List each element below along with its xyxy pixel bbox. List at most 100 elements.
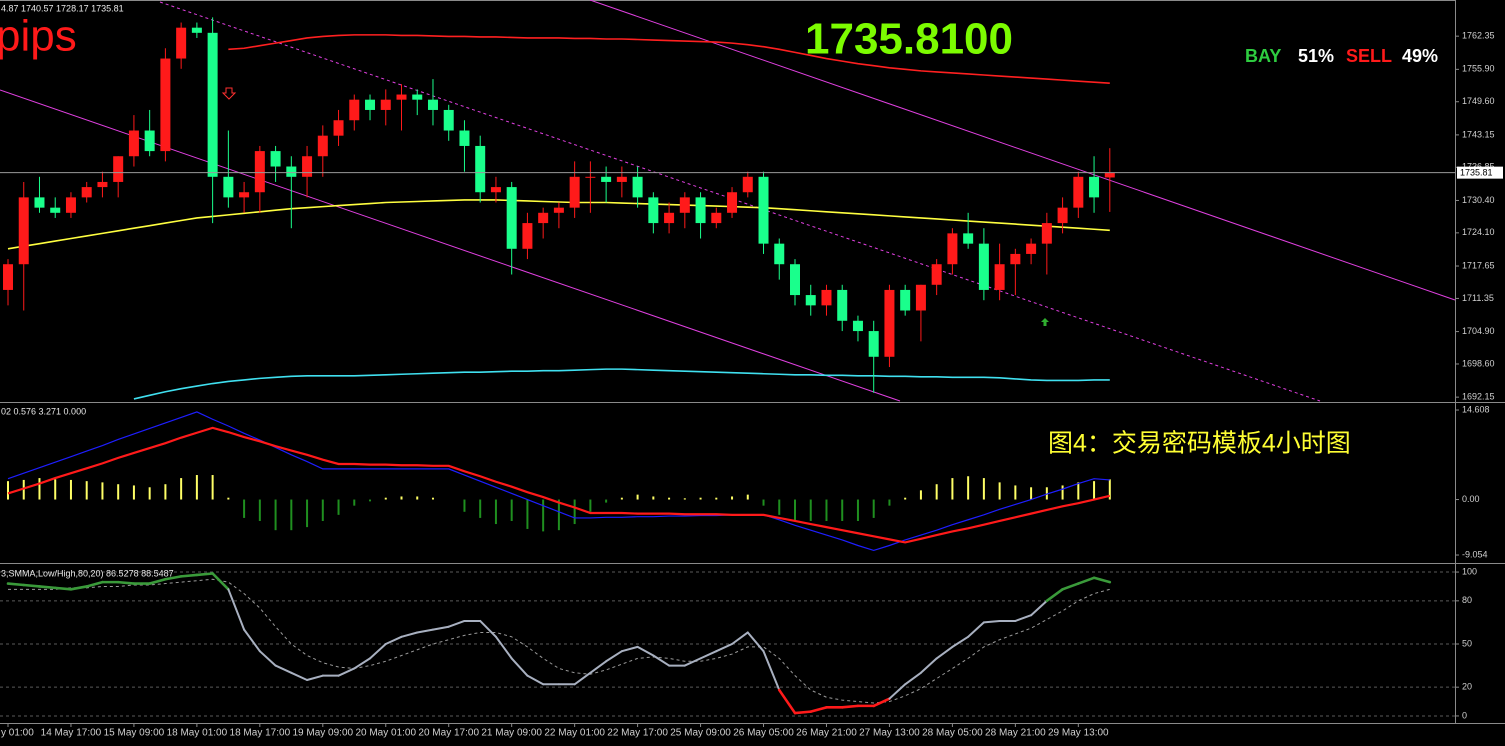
y-tick-label: 100 — [1462, 566, 1477, 576]
oscillator-segment — [447, 619, 466, 628]
y-tick-label: 1743.15 — [1462, 129, 1495, 139]
candle-body — [664, 212, 675, 224]
candle-body — [333, 120, 344, 136]
oscillator-segment — [935, 645, 954, 660]
oscillator-segment — [1061, 582, 1080, 591]
candle-body — [254, 151, 265, 193]
ohlc-header: 4.87 1740.57 1728.17 1735.81 — [1, 3, 124, 13]
y-tick-label: 1730.40 — [1462, 195, 1495, 205]
oscillator-segment — [762, 650, 781, 692]
oscillator-segment — [148, 577, 167, 585]
x-tick-label: 19 May 09:00 — [292, 728, 353, 739]
candle-body — [207, 32, 218, 177]
oscillator-segment — [967, 621, 985, 638]
candle-body — [852, 320, 863, 332]
x-tick-label: 18 May 17:00 — [230, 728, 291, 739]
oscillator-segment — [589, 660, 608, 674]
moving-average — [228, 34, 1110, 85]
y-tick-label: 1762.35 — [1462, 31, 1495, 41]
buy-arrow — [1041, 318, 1049, 326]
oscillator-segment — [431, 625, 450, 631]
candle-body — [396, 94, 407, 100]
macd-header: 02 0.576 3.271 0.000 — [1, 406, 86, 416]
candle-body — [50, 207, 61, 213]
x-tick-label: 18 May 01:00 — [167, 728, 228, 739]
oscillator-segment — [227, 588, 246, 631]
figure-caption: 图4：交易密码模板4小时图 — [1048, 430, 1351, 458]
sell-arrow — [221, 87, 237, 100]
candle-body — [113, 156, 124, 182]
oscillator-segment — [1030, 599, 1048, 617]
candle-body — [380, 99, 391, 110]
oscillator-segment — [904, 671, 922, 686]
x-tick-label: 28 May 21:00 — [985, 728, 1046, 739]
oscillator-segment — [1092, 576, 1112, 584]
candle-body — [1073, 176, 1084, 208]
candle-body — [868, 331, 879, 357]
candle-body — [790, 264, 800, 296]
sell-percent: 49% — [1402, 46, 1438, 66]
oscillator-segment — [369, 643, 387, 660]
candle-body — [727, 192, 738, 213]
candle-body — [475, 145, 486, 193]
candle-body — [1104, 172, 1115, 178]
candle-body — [302, 156, 313, 177]
oscillator-segment — [605, 650, 623, 663]
y-tick-label: 1724.10 — [1462, 227, 1495, 237]
candle-body — [144, 130, 155, 152]
oscillator-segment — [526, 674, 545, 686]
oscillator-segment — [888, 683, 907, 700]
candle-body — [711, 212, 722, 224]
candle-body — [412, 94, 423, 100]
candle-body — [569, 176, 580, 208]
macd-line — [7, 411, 1110, 552]
buy-percent: 51% — [1298, 46, 1334, 66]
x-tick-label: 26 May 21:00 — [796, 728, 857, 739]
candle-body — [900, 289, 911, 311]
oscillator-segment — [494, 635, 513, 660]
oscillator-segment — [636, 645, 655, 657]
oscillator-segment — [872, 697, 891, 708]
candle-body — [286, 166, 297, 177]
moving-average — [133, 368, 1110, 400]
candle-body — [758, 176, 769, 244]
x-tick-label: 26 May 05:00 — [733, 728, 794, 739]
candle-body — [506, 187, 517, 249]
oscillator-segment — [337, 667, 356, 677]
candle-body — [317, 135, 328, 157]
buy-label: BAY — [1245, 46, 1281, 66]
oscillator-segment — [69, 585, 88, 591]
oscillator-segment — [306, 674, 324, 681]
candle-body — [884, 289, 895, 357]
y-tick-label: 1704.90 — [1462, 326, 1495, 336]
x-tick-label: 25 May 09:00 — [670, 728, 731, 739]
y-tick-label: 50 — [1462, 638, 1472, 648]
oscillator-segment — [715, 643, 734, 653]
moving-average — [7, 199, 1110, 250]
candle-body — [1057, 207, 1068, 224]
candle-body — [994, 264, 1005, 290]
candle-body — [427, 99, 438, 110]
x-tick-label: 15 May 09:00 — [104, 728, 165, 739]
candle-body — [490, 187, 501, 193]
x-tick-label: 27 May 13:00 — [859, 728, 920, 739]
oscillator-segment — [38, 585, 57, 590]
oscillator-segment — [400, 631, 419, 638]
current-price-box — [1457, 166, 1503, 179]
candle-body — [18, 197, 29, 265]
oscillator-segment — [274, 664, 293, 674]
candle-body — [837, 289, 848, 321]
candle-body — [774, 243, 785, 265]
oscillator-segment — [195, 572, 214, 577]
oscillator-segment — [53, 586, 73, 591]
candle-body — [963, 233, 974, 244]
oscillator-segment — [479, 619, 497, 638]
oscillator-segment — [164, 575, 183, 581]
y-tick-label: 14.608 — [1462, 404, 1490, 414]
oscillator-segment — [243, 628, 261, 653]
pips-label: pips — [0, 12, 77, 61]
oscillator-segment — [951, 635, 970, 648]
candle-body — [601, 176, 612, 182]
candle-body — [915, 284, 926, 311]
